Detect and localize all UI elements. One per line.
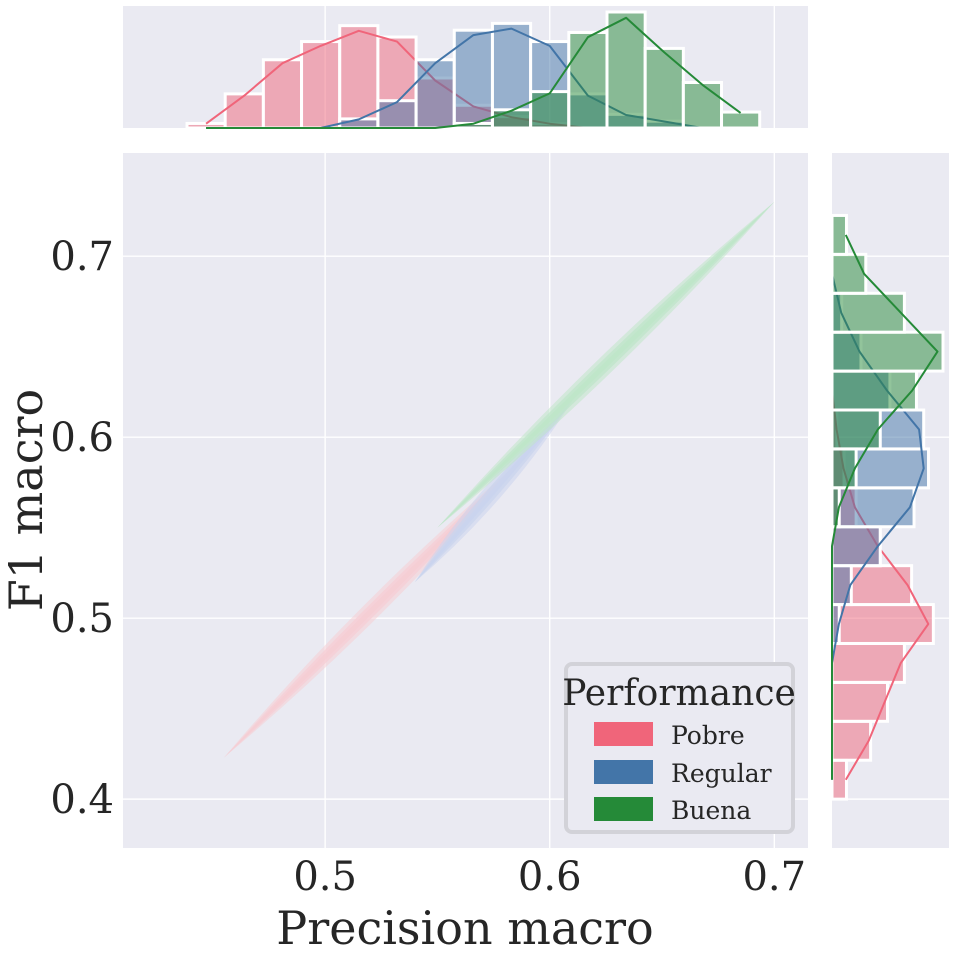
top-hist-bar-buena [681,81,724,130]
y-tick-label: 0.6 [50,415,114,461]
right-hist-bar-pobre [830,719,873,762]
right-hist-bar-pobre [830,758,848,801]
right-hist-bar-pobre [830,603,935,645]
right-hist-bar-regular [830,564,853,607]
legend-label-pobre: Pobre [671,721,745,750]
right-kde-line-buena [831,234,939,780]
right-hist-bar-buena [830,291,906,334]
kde-contour-buena [437,201,775,528]
x-axis-label: Precision macro [276,901,653,955]
top-hist-bar-pobre [223,92,265,130]
right-hist-bar-buena [830,447,858,490]
y-tick-label: 0.7 [50,234,114,280]
top-hist-bar-buena [490,108,533,130]
legend-title: Performance [562,673,796,714]
legend-swatch-buena [594,797,653,821]
right-hist-bar-buena [830,408,882,451]
right-hist-bar-pobre [830,641,906,684]
top-hist-bar-buena [720,110,762,130]
legend-label-regular: Regular [671,759,772,788]
right-hist-bar-buena [830,252,868,295]
right-hist-bar-buena [830,213,848,256]
top-hist-bar-buena [605,10,647,130]
top-hist-bar-pobre [261,58,304,130]
top-hist-bar-pobre [300,40,342,130]
y-axis-label: F1 macro [0,389,53,611]
right-hist-bar-buena [830,330,945,373]
legend-swatch-pobre [594,722,653,746]
top-kde-line-buena [206,16,742,129]
y-tick-label: 0.5 [50,596,114,642]
x-tick-label: 0.5 [293,854,357,900]
top-hist-bar-buena [643,46,685,130]
top-hist-bar-regular [376,99,418,130]
top-hist-bar-regular [414,58,456,130]
kde-contour-regular [414,400,573,582]
x-tick-label: 0.6 [518,854,582,900]
legend-swatch-regular [594,760,653,784]
top-hist-bar-buena [529,90,571,130]
legend: Performance Pobre Regular Buena [562,662,796,834]
top-hist-bar-buena [567,30,609,130]
y-tick-label: 0.4 [50,777,114,823]
right-hist-bar-buena [830,369,918,412]
legend-frame [564,662,795,834]
legend-label-buena: Buena [671,796,751,825]
x-tick-label: 0.7 [742,854,806,900]
right-hist-bar-regular [830,525,882,568]
